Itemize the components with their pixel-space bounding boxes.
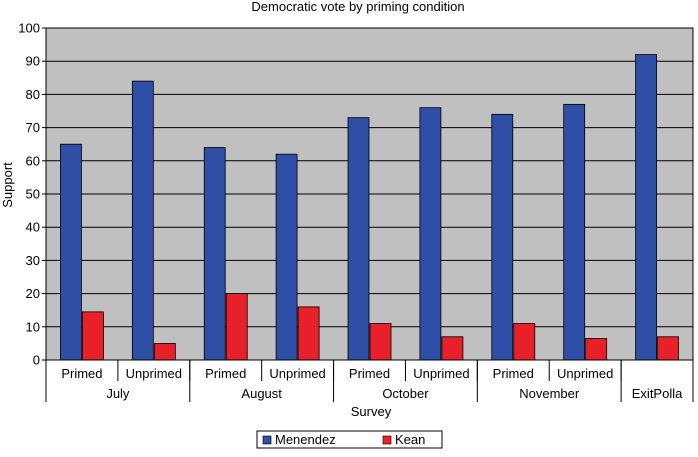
- legend-swatch-kean: [382, 435, 392, 445]
- y-tick-label: 20: [26, 286, 40, 301]
- bar-kean: [225, 293, 248, 361]
- x-tick-label: Unprimed: [126, 366, 182, 381]
- y-tick-label: 50: [26, 187, 40, 202]
- x-tick-label: Unprimed: [557, 366, 613, 381]
- bar-menendez: [419, 107, 442, 361]
- x-group-label: August: [241, 386, 282, 401]
- legend-label-menendez: Menendez: [275, 432, 336, 447]
- x-group-label: ExitPolla: [632, 386, 683, 401]
- y-tick-label: 60: [26, 153, 40, 168]
- bar-menendez: [635, 54, 657, 361]
- y-tick-label: 30: [26, 253, 40, 268]
- bar-kean: [441, 336, 464, 361]
- y-tick-label: 80: [26, 87, 40, 102]
- bar-kean: [585, 338, 608, 361]
- legend-box: [256, 430, 443, 449]
- y-tick-label: 90: [26, 54, 40, 69]
- x-axis-label: Survey: [351, 404, 392, 419]
- y-tick-label: 100: [18, 21, 40, 36]
- legend-swatch-menendez: [262, 435, 272, 445]
- bar-menendez: [563, 103, 586, 361]
- y-tick-label: 70: [26, 120, 40, 135]
- legend-label-kean: Kean: [395, 432, 425, 447]
- y-axis-label: Support: [0, 162, 15, 208]
- bar-kean: [297, 306, 320, 361]
- bar-kean: [369, 323, 392, 361]
- x-tick-label: Unprimed: [413, 366, 469, 381]
- x-tick-label: Primed: [493, 366, 534, 381]
- bar-menendez: [203, 147, 226, 361]
- bar-menendez: [491, 113, 514, 361]
- x-group-label: July: [106, 386, 130, 401]
- y-tick-label: 40: [26, 220, 40, 235]
- x-group-label: November: [519, 386, 580, 401]
- bar-kean: [657, 336, 679, 361]
- bar-kean: [513, 323, 536, 361]
- bar-menendez: [131, 80, 154, 361]
- legend: Menendez Kean: [256, 430, 443, 449]
- x-tick-label: Unprimed: [269, 366, 325, 381]
- x-tick-label: Primed: [61, 366, 102, 381]
- bar-kean: [153, 342, 176, 361]
- y-tick-label: 10: [26, 319, 40, 334]
- bar-menendez: [275, 153, 298, 361]
- bar-menendez: [60, 143, 82, 361]
- x-tick-label: Primed: [205, 366, 246, 381]
- x-tick-label: Primed: [349, 366, 390, 381]
- x-group-label: October: [382, 386, 429, 401]
- bar-kean: [82, 311, 104, 361]
- y-tick-label: 0: [33, 353, 40, 368]
- bar-menendez: [347, 117, 370, 361]
- chart-title: Democratic vote by priming condition: [251, 0, 464, 14]
